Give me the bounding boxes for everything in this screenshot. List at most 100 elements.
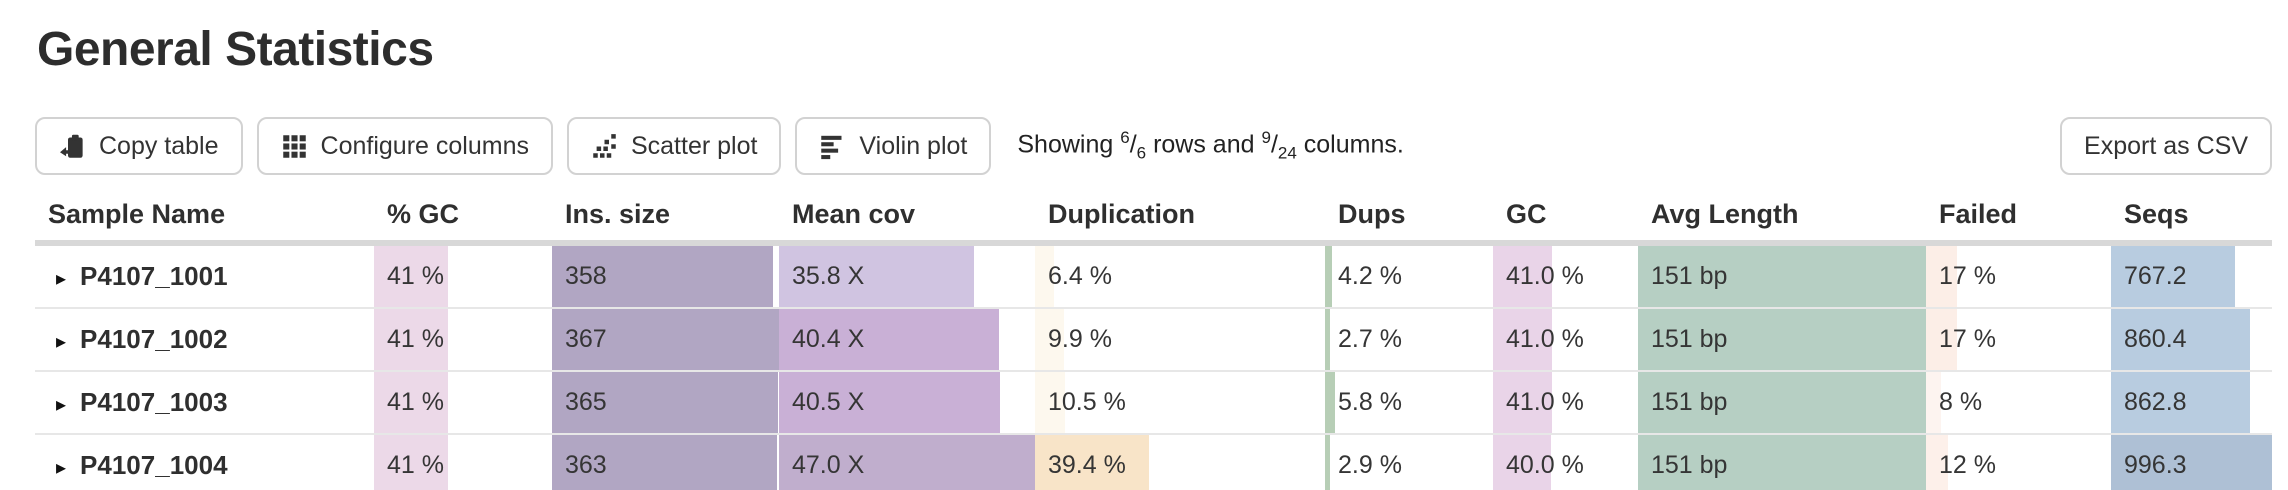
sample-cell[interactable]: ▸ P4107_1001 [35,243,374,309]
sample-cell[interactable]: ▸ P4107_1003 [35,371,374,435]
data-bar [552,435,777,490]
cell-ins-size: 363 [552,434,779,490]
data-bar [1926,246,1958,306]
data-bar [374,309,448,369]
data-bar [779,435,1035,490]
col-header-avg-length[interactable]: Avg Length [1638,197,1926,246]
col-header-dups[interactable]: Dups [1325,197,1493,246]
cols-total: 24 [1277,143,1297,163]
cell-gc: 40.0 % [1493,434,1638,490]
violin-plot-label: Violin plot [859,131,968,160]
col-header-failed[interactable]: Failed [1926,197,2111,246]
sample-name: P4107_1003 [80,387,228,417]
data-bar [1493,246,1553,306]
export-csv-label: Export as CSV [2084,131,2248,160]
cell-seqs: 860.4 [2111,308,2272,372]
data-bar [1325,372,1335,432]
data-bar [374,435,448,490]
cell-failed: 17 % [1926,308,2111,372]
data-bar [1493,372,1553,432]
data-bar [374,372,448,432]
cell-dups: 2.9 % [1325,434,1493,490]
violin-bars-icon [819,133,846,160]
cell-gc: 41.0 % [1493,371,1638,435]
cell-failed: 17 % [1926,243,2111,309]
sample-cell[interactable]: ▸ P4107_1004 [35,434,374,490]
expand-row-icon[interactable]: ▸ [56,268,67,290]
sample-name: P4107_1002 [80,324,228,354]
showing-summary: Showing 6/6 rows and 9/24 columns. [1017,128,1404,163]
data-bar [1493,309,1553,369]
data-bar [1638,372,1926,432]
data-bar [779,309,1000,369]
data-bar [1926,372,1941,432]
clipboard-copy-icon [59,133,86,160]
cell-mean-cov: 47.0 X [779,434,1035,490]
sample-cell[interactable]: ▸ P4107_1002 [35,308,374,372]
data-bar [1493,435,1551,490]
col-header-gc[interactable]: GC [1493,197,1638,246]
data-bar [2111,309,2251,369]
cell-gc: 41.0 % [1493,243,1638,309]
data-bar [1638,309,1926,369]
data-bar [1325,435,1330,490]
general-statistics-table: Sample Name % GC Ins. size Mean cov Dupl… [35,197,2272,490]
data-bar [374,246,448,306]
sample-name: P4107_1001 [80,261,228,291]
rows-total: 6 [1136,143,1147,163]
table-row: ▸ P4107_1001 41 % 358 35.8 X 6.4 % 4.2 % … [35,243,2272,309]
col-header-mean-cov[interactable]: Mean cov [779,197,1035,246]
expand-row-icon[interactable]: ▸ [56,457,67,479]
table-row: ▸ P4107_1002 41 % 367 40.4 X 9.9 % 2.7 % … [35,308,2272,372]
data-bar [1035,246,1054,306]
data-bar [1325,246,1333,306]
copy-table-button[interactable]: Copy table [35,117,243,175]
data-bar [1638,246,1926,306]
data-bar [1926,435,1949,490]
data-bar [2111,435,2272,490]
sample-name: P4107_1004 [80,450,228,480]
cell-gc-pct: 41 % [374,243,552,309]
data-bar [1035,372,1066,432]
grid-icon [281,133,308,160]
table-row: ▸ P4107_1003 41 % 365 40.5 X 10.5 % 5.8 %… [35,371,2272,435]
col-header-ins-size[interactable]: Ins. size [552,197,779,246]
cell-mean-cov: 40.5 X [779,371,1035,435]
configure-columns-label: Configure columns [320,131,529,160]
data-bar [552,309,779,369]
cell-duplication: 10.5 % [1035,371,1325,435]
data-bar [1035,435,1150,490]
violin-plot-button[interactable]: Violin plot [795,117,992,175]
cell-gc-pct: 41 % [374,434,552,490]
configure-columns-button[interactable]: Configure columns [256,117,553,175]
cell-gc-pct: 41 % [374,371,552,435]
data-bar [552,246,774,306]
scatter-plot-label: Scatter plot [630,131,758,160]
table-row: ▸ P4107_1004 41 % 363 47.0 X 39.4 % 2.9 %… [35,434,2272,490]
copy-table-label: Copy table [99,131,219,160]
cell-ins-size: 367 [552,308,779,372]
col-header-seqs[interactable]: Seqs [2111,197,2272,246]
cell-dups: 2.7 % [1325,308,1493,372]
cell-ins-size: 365 [552,371,779,435]
scatter-plot-button[interactable]: Scatter plot [566,117,782,175]
col-header-duplication[interactable]: Duplication [1035,197,1325,246]
data-bar [779,372,1000,432]
col-header-gc-pct[interactable]: % GC [374,197,552,246]
cell-mean-cov: 40.4 X [779,308,1035,372]
export-csv-button[interactable]: Export as CSV [2060,117,2272,175]
cell-ins-size: 358 [552,243,779,309]
data-bar [779,246,975,306]
col-header-sample-name[interactable]: Sample Name [35,197,374,246]
rows-shown: 6 [1120,128,1130,148]
cell-gc-pct: 41 % [374,308,552,372]
cell-seqs: 862.8 [2111,371,2272,435]
data-bar [1926,309,1958,369]
expand-row-icon[interactable]: ▸ [56,331,67,353]
cell-duplication: 39.4 % [1035,434,1325,490]
expand-row-icon[interactable]: ▸ [56,394,67,416]
data-bar [2111,246,2235,306]
cols-shown: 9 [1261,128,1271,148]
data-bar [2111,372,2251,432]
